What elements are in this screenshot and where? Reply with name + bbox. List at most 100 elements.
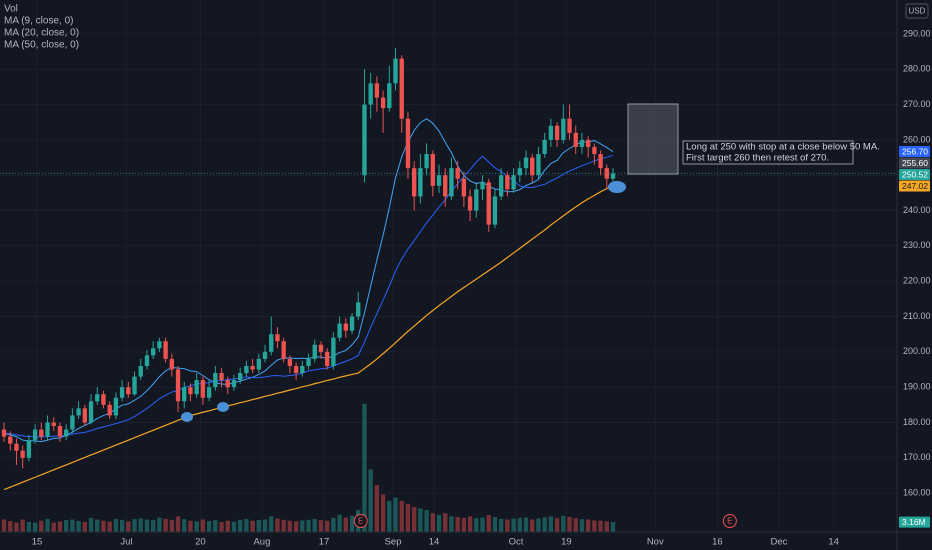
volume-bar (225, 520, 230, 532)
volume-bar (592, 520, 597, 532)
candle-body (169, 358, 174, 370)
volume-badge-label: 3.16M (902, 517, 926, 527)
candle-body (411, 168, 417, 197)
y-tick-label: 240.00 (903, 205, 931, 215)
candle-body (436, 175, 442, 186)
legend-item: Vol (4, 4, 18, 15)
volume-bar (175, 516, 181, 532)
candle-body (467, 196, 473, 211)
volume-bar (467, 516, 473, 532)
earnings-marker (353, 514, 368, 528)
candle-body (492, 196, 498, 225)
volume-bar (213, 520, 218, 532)
candle-body (542, 139, 547, 155)
candle-body (256, 358, 261, 370)
note: Long at 250 with stop at a close below 5… (682, 140, 880, 165)
volume-badge (899, 516, 930, 528)
volume-bar (436, 514, 442, 532)
volume-bar (244, 518, 249, 532)
volume-bar (486, 515, 491, 532)
volume-bar (1, 519, 7, 532)
y-tick-label: 270.00 (903, 99, 931, 109)
candle-body (393, 58, 398, 84)
candle-body (424, 154, 429, 169)
candle-body (418, 168, 423, 197)
y-tick-label: 220.00 (903, 276, 931, 286)
volume-bar (101, 520, 106, 532)
candle-body (157, 341, 162, 349)
volume-bar (200, 519, 206, 532)
marker (608, 181, 626, 193)
marker (181, 412, 193, 422)
candle-body (45, 422, 50, 437)
x-tick-label: 19 (561, 537, 572, 548)
candle-body (163, 341, 168, 359)
candle-body (70, 415, 75, 430)
volume-bar (163, 518, 168, 532)
candle-body (39, 429, 44, 437)
candle-body (430, 154, 435, 186)
candle-body (213, 373, 218, 388)
candle-body (107, 404, 112, 416)
volume-bar (542, 517, 547, 532)
volume-bar (32, 522, 38, 532)
candle-body (343, 323, 348, 331)
candle-body (561, 118, 566, 140)
y-tick-label: 160.00 (903, 488, 931, 498)
candle-body (331, 337, 336, 366)
candle-body (530, 157, 535, 176)
candle-body (119, 387, 125, 398)
candle-body (237, 373, 243, 381)
price-badge-label: 247.02 (902, 181, 928, 191)
volume-bar (505, 519, 510, 532)
volume-bar (188, 520, 193, 532)
volume-bar (523, 517, 529, 532)
volume-bar (579, 519, 585, 532)
candle-body (76, 408, 81, 416)
y-tick-label: 230.00 (903, 240, 931, 250)
volume-bar (474, 518, 479, 532)
volume-bar (585, 519, 591, 532)
candle-body (144, 355, 150, 366)
volume-bar (480, 517, 485, 532)
candle-body (455, 168, 460, 179)
volume-bar (182, 519, 187, 532)
volume-bar (231, 521, 237, 532)
volume-bar (26, 521, 32, 532)
volume-bar (281, 519, 286, 532)
candle-body (387, 83, 392, 109)
volume-bar (573, 518, 578, 532)
earnings-marker (722, 514, 737, 528)
volume-bar (8, 521, 13, 532)
candle-body (573, 132, 578, 147)
candle-body (511, 175, 516, 190)
candle-body (380, 97, 386, 109)
volume-bar (144, 519, 150, 532)
y-tick-label: 260.00 (903, 134, 931, 144)
y-tick-label: 290.00 (903, 28, 931, 38)
currency-badge[interactable] (905, 3, 929, 19)
candle-body (281, 341, 286, 359)
target-box (627, 103, 679, 175)
legend-item: MA (50, close, 0) (4, 40, 79, 51)
candle-body (101, 394, 106, 405)
candle-body (548, 125, 554, 140)
earnings-label: E (358, 517, 363, 526)
candle-body (188, 387, 193, 395)
price-badge-label: 250.52 (902, 169, 928, 179)
candle-body (132, 376, 137, 395)
volume-pane (1, 403, 616, 532)
candle-body (206, 387, 212, 398)
candle-body (536, 154, 541, 176)
volume-bar (237, 519, 243, 532)
volume-bar (157, 517, 162, 532)
candle-body (567, 118, 572, 133)
volume-bar (567, 516, 572, 532)
volume-bar (275, 518, 280, 532)
x-tick-label: Sep (385, 537, 402, 548)
volume-bar (169, 519, 174, 532)
y-tick-label: 280.00 (903, 64, 931, 74)
volume-bar (461, 517, 467, 532)
candle-body (82, 408, 87, 423)
